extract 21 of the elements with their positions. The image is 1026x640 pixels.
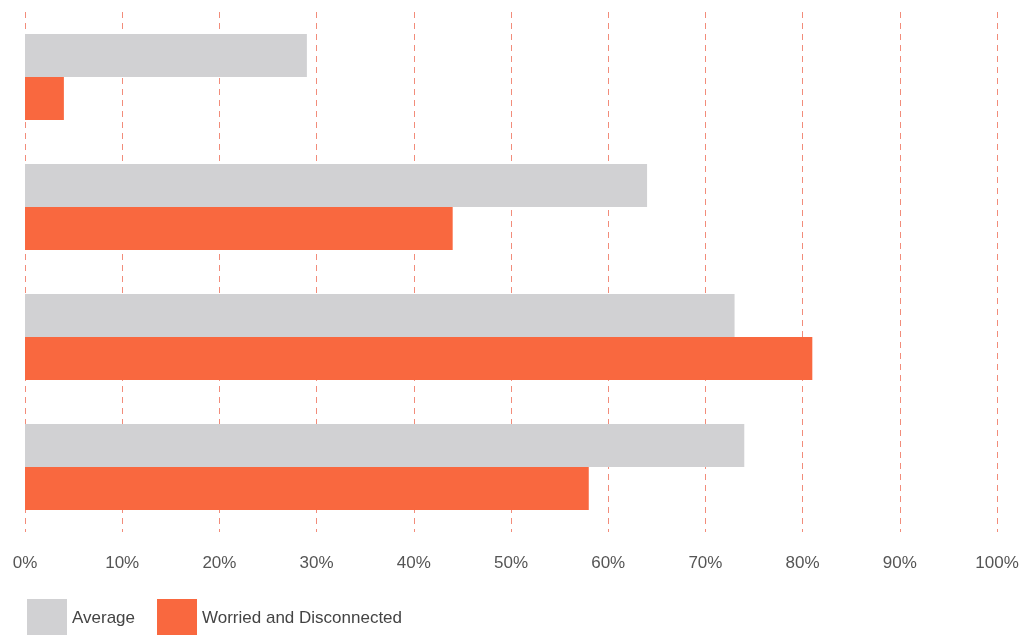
bar [25, 207, 453, 250]
x-tick-label: 100% [975, 553, 1019, 572]
bar [25, 34, 307, 77]
x-tick-label: 30% [299, 553, 334, 572]
bar [25, 467, 589, 510]
legend-label: Average [72, 607, 136, 627]
bar [25, 77, 64, 120]
x-tick-label: 60% [591, 553, 626, 572]
x-tick-label: 80% [785, 553, 820, 572]
bar [25, 424, 745, 467]
x-tick-label: 70% [688, 553, 723, 572]
x-tick-label: 90% [882, 553, 917, 572]
x-tick-label: 40% [396, 553, 431, 572]
legend-label: Worried and Disconnected [202, 607, 403, 627]
x-tick-label: 10% [105, 553, 140, 572]
x-tick-label: 0% [12, 553, 38, 572]
bar [25, 337, 813, 380]
bar [25, 294, 735, 337]
x-tick-label: 20% [202, 553, 237, 572]
bar [25, 164, 648, 207]
x-tick-label: 50% [493, 553, 529, 572]
